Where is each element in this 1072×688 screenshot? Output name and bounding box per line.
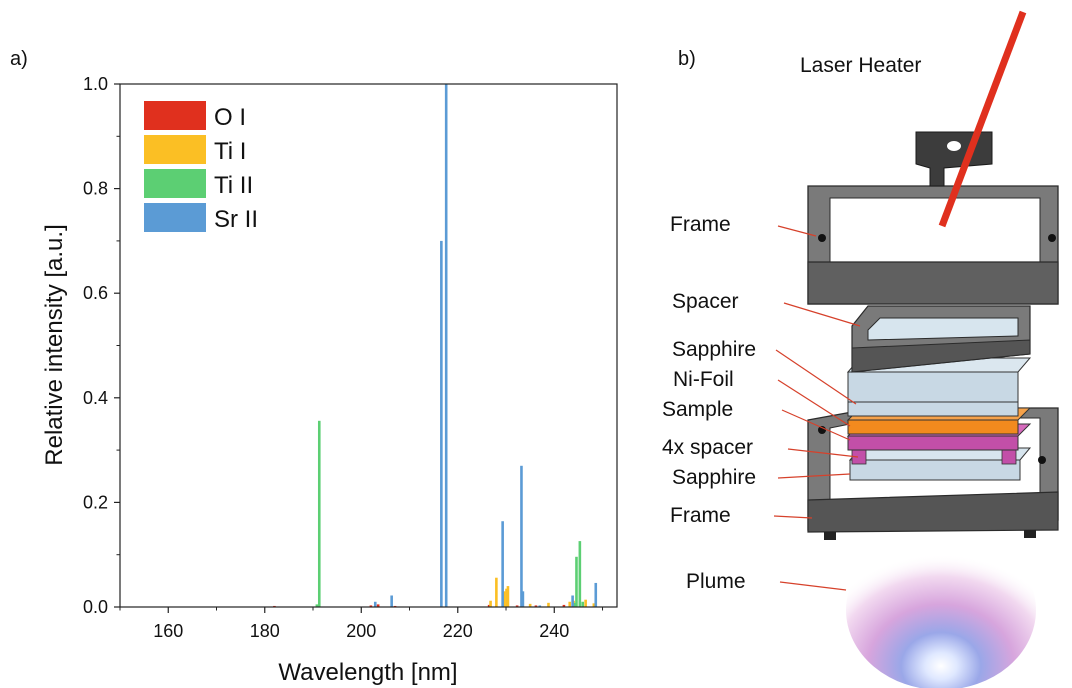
x-axis-ticks: 160 180 200 220 240 [119, 607, 604, 641]
x-tick-label: 180 [250, 621, 280, 641]
bar-ti-ii-3 [575, 556, 578, 607]
legend-label: Ti I [214, 138, 246, 165]
bottom-sapphire-stack [848, 447, 1032, 481]
y-tick-label: 0.8 [83, 179, 108, 199]
bar-o-i-1 [369, 605, 373, 607]
sample-holder-diagram [773, 10, 1059, 688]
bar-sr-ii-0 [373, 601, 377, 607]
bar-ti-i-4 [506, 586, 510, 607]
bar-ti-i-6 [547, 602, 550, 607]
callout-sapphire-bottom: Sapphire [672, 466, 757, 489]
bar-ti-ii-0 [315, 604, 319, 607]
legend-label: O I [214, 104, 246, 131]
emission-spectrum-chart: 160 180 200 220 240 0.0 0.2 0.4 0.6 0.8 1.0 Wavel… [41, 74, 618, 686]
panel-a-label: a) [10, 48, 28, 70]
bar-ti-ii-5 [581, 601, 585, 607]
y-tick-label: 0.2 [83, 492, 108, 512]
x-tick-label: 200 [346, 621, 376, 641]
y-tick-label: 0.0 [83, 597, 108, 617]
bar-o-i-2 [376, 604, 380, 607]
legend-swatch [144, 101, 206, 130]
y-axis-label: Relative intensity [a.u.] [41, 224, 68, 465]
bar-sr-ii-2 [440, 240, 443, 607]
y-axis-ticks: 0.0 0.2 0.4 0.6 0.8 1.0 [83, 74, 120, 617]
y-tick-label: 0.4 [83, 388, 108, 408]
y-tick-label: 1.0 [83, 74, 108, 94]
bar-o-i-7 [562, 604, 566, 607]
bar-ti-i-7 [568, 601, 572, 607]
legend-label: Sr II [214, 206, 258, 233]
legend-swatch [144, 203, 206, 232]
bar-ti-i-0 [489, 600, 492, 607]
callout-sample: Sample [662, 398, 734, 421]
callout-plume: Plume [686, 570, 746, 593]
callout-ni-foil: Ni-Foil [673, 368, 734, 391]
callout-frame-top: Frame [670, 213, 731, 236]
x-tick-label: 220 [443, 621, 473, 641]
bar-sr-ii-4 [501, 521, 504, 607]
callout-leaders [773, 225, 861, 591]
chart-marks [273, 84, 598, 607]
bar-ti-ii-4 [578, 541, 582, 607]
laser-heater-label: Laser Heater [800, 54, 922, 77]
mount-tab [915, 131, 993, 187]
bar-ti-ii-2 [573, 602, 576, 607]
bar-sr-ii-3 [444, 84, 448, 607]
top-frame [807, 185, 1059, 305]
bar-ti-i-2 [502, 591, 506, 607]
bar-sr-ii-6 [521, 591, 525, 607]
plume-glow [846, 530, 1036, 688]
laser-beam [938, 10, 1027, 228]
callout-4x-spacer: 4x spacer [662, 436, 754, 459]
bar-ti-ii-1 [317, 420, 321, 607]
legend-label: Ti II [214, 172, 253, 199]
bar-sr-ii-9 [594, 582, 598, 607]
callout-frame-bottom: Frame [670, 504, 731, 527]
legend-swatch [144, 169, 206, 198]
bar-o-i-6 [534, 605, 538, 607]
callout-spacer: Spacer [672, 290, 739, 313]
callout-sapphire-top: Sapphire [672, 338, 757, 361]
legend-swatch [144, 135, 206, 164]
bar-ti-i-10 [592, 603, 596, 607]
bar-ti-i-3 [505, 588, 508, 607]
bar-ti-i-5 [528, 603, 532, 607]
bar-sr-ii-7 [538, 605, 542, 607]
bar-sr-ii-5 [520, 465, 523, 607]
bar-ti-i-1 [495, 577, 498, 607]
legend: O I Ti I Ti II Sr II [144, 101, 258, 233]
bar-ti-i-9 [584, 599, 587, 607]
x-tick-label: 160 [153, 621, 183, 641]
x-tick-label: 240 [539, 621, 569, 641]
bar-o-i-4 [487, 604, 491, 607]
y-tick-label: 0.6 [83, 283, 108, 303]
bar-o-i-5 [515, 605, 519, 607]
bar-sr-ii-1 [390, 595, 393, 607]
x-axis-label: Wavelength [nm] [278, 659, 457, 686]
panel-b-label: b) [678, 48, 696, 70]
bar-sr-ii-8 [571, 595, 574, 607]
spacer-frame [851, 305, 1031, 373]
